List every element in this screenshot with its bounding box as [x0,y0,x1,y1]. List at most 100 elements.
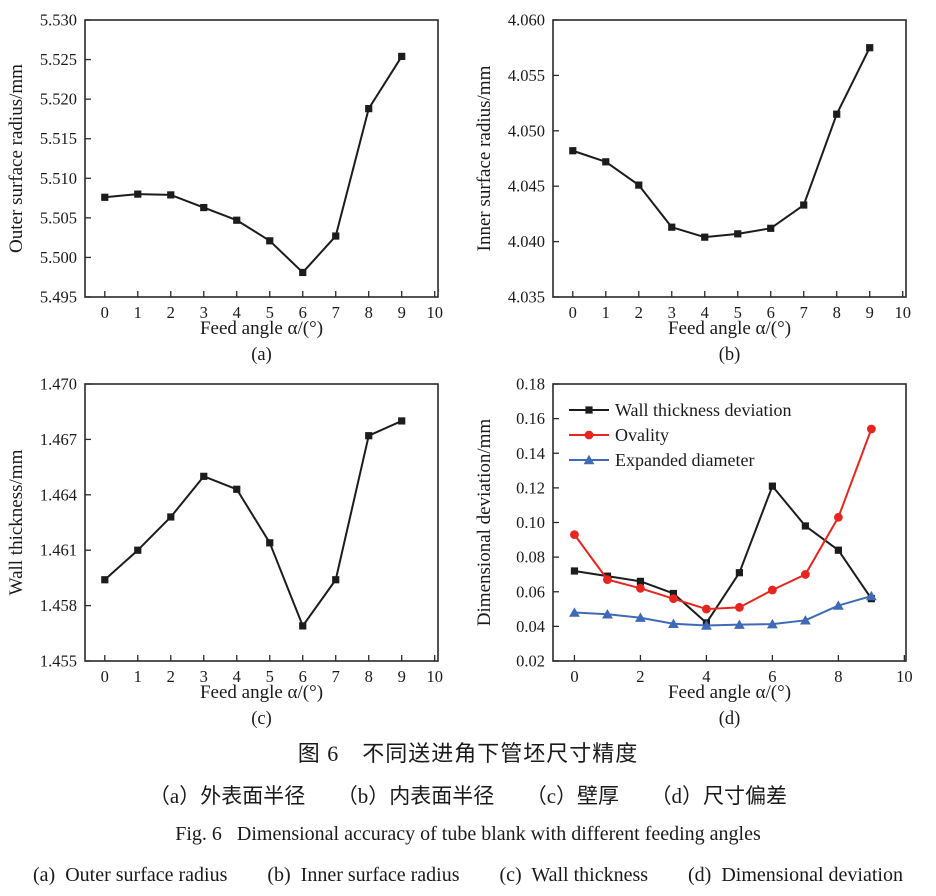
data-point-circle [800,570,810,579]
plot-frame [84,383,439,662]
plot-frame [84,19,439,298]
y-tick-label: 5.530 [40,11,77,30]
caption-en-items: (a) Outer surface radius (b) Inner surfa… [33,864,903,886]
x-tick-label: 9 [866,303,874,322]
data-point-square [233,485,241,493]
subplot-label: (c) [251,709,272,728]
data-point-square [569,147,577,155]
data-point-triangle [569,607,580,617]
x-tick-label: 8 [365,303,373,322]
legend-label: Expanded diameter [615,450,754,470]
series-line-expanded-diameter [574,595,872,627]
x-tick-label: 8 [834,667,842,686]
chart-grid: 0 1 2 3 4 5 6 7 8 9 10 5.495 5.500 5.505 5.510 5.515 5.5… [0,11,913,729]
x-tick-label: 5 [734,303,742,322]
series-line-inner-surface-radius [572,47,871,239]
y-tick-label: 5.505 [40,208,77,227]
y-tick-label: 0.08 [516,548,545,567]
y-tick-label: 1.458 [40,596,77,615]
x-tick-label: 0 [101,667,109,686]
x-tick-label: 6 [299,667,307,686]
y-tick-label: 4.060 [508,11,545,30]
data-point-square [233,216,241,224]
x-tick-label: 0 [101,303,109,322]
series-line-wall-thickness-deviation [574,485,873,624]
data-point-square [266,539,274,547]
data-point-square [734,230,742,238]
x-tick-label: 4 [702,667,710,686]
data-point-square [101,576,109,584]
x-tick-label: 6 [767,303,775,322]
y-tick-label: 1.461 [40,541,77,560]
data-point-square [570,567,579,575]
data-point-square [398,417,406,425]
data-point-circle [833,512,843,522]
x-tick-label: 3 [200,303,208,322]
x-tick-label: 1 [602,303,610,322]
data-point-square [332,576,340,584]
data-point-square [801,522,809,530]
plot-frame [552,383,907,662]
x-tick-label: 9 [398,667,406,686]
x-tick-label: 1 [134,303,142,322]
data-point-circle [767,585,777,595]
data-point-square [365,105,373,113]
data-point-square [602,158,610,166]
data-point-circle [603,575,612,585]
data-point-triangle [766,618,778,629]
chart-svg-b: 0 1 2 3 4 5 6 7 8 9 10 4.035 4.040 4.045 4.050 4.055 4.0… [474,11,911,365]
x-tick-label: 0 [570,667,578,686]
y-axis-label: Outer surface radius/mm [6,64,27,253]
y-tick-label: 0.02 [516,652,545,671]
caption-cn-title: 图 6 不同送进角下管坯尺寸精度 [297,741,639,766]
data-point-square [167,513,175,521]
caption-cn-items: （a）外表面半径 （b）内表面半径 （c）壁厚 （d）尺寸偏差 [148,784,788,808]
x-tick-label: 9 [398,303,406,322]
x-tick-label: 7 [800,303,808,322]
data-point-triangle [701,620,712,630]
x-tick-label: 8 [365,667,373,686]
data-point-triangle [733,619,745,629]
data-point-triangle [832,600,844,610]
y-tick-label: 5.500 [40,248,77,267]
subplot-label: (a) [251,345,272,364]
y-tick-label: 4.040 [508,232,545,251]
y-tick-label: 4.045 [508,177,545,196]
series-line-ovality [573,428,873,611]
data-point-square [398,52,406,61]
data-point-triangle [799,615,811,625]
x-tick-label: 4 [233,303,241,322]
plot-frame [552,19,907,298]
chart-svg-d: 0 2 4 6 8 10 0.02 0.04 0.06 0.08 0.10 0.12 0.14 0.16 0… [474,375,913,729]
legend-label: Wall thickness deviation [615,400,792,420]
y-tick-label: 0.04 [516,617,545,636]
y-tick-label: 1.470 [40,375,77,394]
data-point-circle [584,430,594,440]
data-point-square [735,569,743,577]
x-tick-label: 10 [894,303,911,322]
x-tick-label: 4 [233,667,241,686]
legend-label: Ovality [615,425,669,445]
data-point-square [167,191,175,199]
y-tick-label: 5.515 [40,129,77,148]
x-axis-label: Feed angle α/(°) [200,682,323,703]
data-point-square [332,232,340,240]
x-tick-label: 2 [167,667,175,686]
data-point-triangle [602,609,613,619]
data-point-circle [669,594,678,604]
data-point-circle [702,604,711,614]
data-point-triangle [865,590,877,601]
y-axis-label: Dimensional deviation/mm [474,419,495,627]
x-axis-label: Feed angle α/(°) [668,318,791,339]
y-tick-label: 0.10 [516,513,545,532]
chart-svg-a: 0 1 2 3 4 5 6 7 8 9 10 5.495 5.500 5.505 5.510 5.515 5.5… [6,11,443,365]
y-tick-label: 0.12 [516,478,545,497]
x-tick-label: 8 [833,303,841,322]
chart-wall-thickness: 0 1 2 3 4 5 6 7 8 9 10 1.455 1.458 1.461 1.464 1.467 1.4… [0,364,468,729]
y-tick-label: 1.467 [40,430,77,449]
y-axis-label: Inner surface radius/mm [474,65,495,251]
x-tick-label: 1 [134,667,142,686]
y-tick-label: 0.16 [516,409,545,428]
data-point-square [767,224,775,232]
